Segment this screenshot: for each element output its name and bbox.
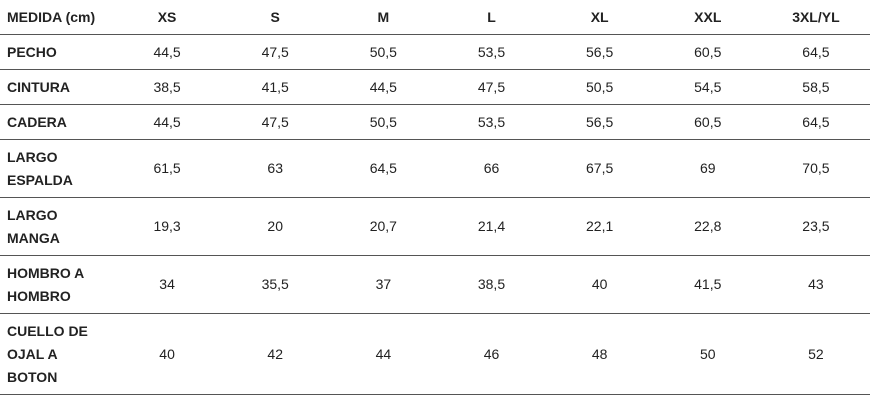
measure-cell: 64,5 bbox=[761, 104, 870, 140]
measure-cell: 43 bbox=[761, 255, 870, 314]
measure-cell: 53,5 bbox=[437, 34, 546, 70]
measure-cell: 58,5 bbox=[761, 69, 870, 105]
size-header: 3XL/YL bbox=[792, 8, 840, 25]
measure-cell: 50 bbox=[653, 313, 762, 395]
measure-cell: 44,5 bbox=[113, 34, 222, 70]
measure-cell: 53,5 bbox=[437, 104, 546, 140]
row-label: LARGO ESPALDA bbox=[0, 139, 113, 198]
measure-cell: 54,5 bbox=[653, 69, 762, 105]
measure-cell: 40 bbox=[113, 313, 222, 395]
measure-cell: 64,5 bbox=[329, 139, 438, 198]
measure-cell: 66 bbox=[437, 139, 546, 198]
measure-cell: 50,5 bbox=[545, 69, 654, 105]
measure-cell: 21,4 bbox=[437, 197, 546, 256]
measure-cell: 44,5 bbox=[329, 69, 438, 105]
measure-cell: 37 bbox=[329, 255, 438, 314]
measure-cell: 69 bbox=[653, 139, 762, 198]
row-label: CUELLO DE OJAL A BOTON bbox=[0, 313, 113, 395]
measure-cell: 47,5 bbox=[221, 104, 330, 140]
table-body: PECHO 44,5 47,5 50,5 53,5 56,5 60,5 64,5 CINTURA… bbox=[0, 34, 870, 395]
size-table: MEDIDA (cm) XS S M L XL XXL 3XL/YL PECHO 44,5 47,… bbox=[0, 0, 870, 395]
measure-cell: 22,8 bbox=[653, 197, 762, 256]
measure-cell: 52 bbox=[761, 313, 870, 395]
table-row: PECHO 44,5 47,5 50,5 53,5 56,5 60,5 64,5 bbox=[0, 34, 870, 70]
measure-cell: 50,5 bbox=[329, 104, 438, 140]
header-label: MEDIDA (cm) bbox=[7, 8, 96, 25]
measure-cell: 42 bbox=[221, 313, 330, 395]
measure-cell: 20,7 bbox=[329, 197, 438, 256]
size-header: XL bbox=[590, 8, 609, 25]
size-header: XS bbox=[157, 8, 177, 25]
table-row: LARGO MANGA 19,3 20 20,7 21,4 22,1 22,8 23,5 bbox=[0, 197, 870, 256]
row-label: LARGO MANGA bbox=[0, 197, 113, 256]
size-header: M bbox=[377, 8, 390, 25]
measure-cell: 41,5 bbox=[221, 69, 330, 105]
measure-cell: 70,5 bbox=[761, 139, 870, 198]
measure-cell: 67,5 bbox=[545, 139, 654, 198]
size-header: XXL bbox=[694, 8, 722, 25]
row-label: CADERA bbox=[0, 104, 113, 140]
measure-cell: 34 bbox=[113, 255, 222, 314]
measure-cell: 44,5 bbox=[113, 104, 222, 140]
row-label: PECHO bbox=[0, 34, 113, 70]
measure-cell: 60,5 bbox=[653, 34, 762, 70]
table-row: CADERA 44,5 47,5 50,5 53,5 56,5 60,5 64,5 bbox=[0, 104, 870, 140]
measure-cell: 20 bbox=[221, 197, 330, 256]
measure-cell: 22,1 bbox=[545, 197, 654, 256]
header-row: MEDIDA (cm) XS S M L XL XXL 3XL/YL bbox=[0, 0, 870, 35]
table-row: HOMBRO A HOMBRO 34 35,5 37 38,5 40 41,5 43 bbox=[0, 255, 870, 314]
measure-cell: 61,5 bbox=[113, 139, 222, 198]
measure-cell: 60,5 bbox=[653, 104, 762, 140]
measure-cell: 41,5 bbox=[653, 255, 762, 314]
measure-cell: 38,5 bbox=[113, 69, 222, 105]
measure-cell: 56,5 bbox=[545, 34, 654, 70]
table-row: LARGO ESPALDA 61,5 63 64,5 66 67,5 69 70,5 bbox=[0, 139, 870, 198]
measure-cell: 56,5 bbox=[545, 104, 654, 140]
measure-cell: 64,5 bbox=[761, 34, 870, 70]
measure-cell: 19,3 bbox=[113, 197, 222, 256]
measure-cell: 38,5 bbox=[437, 255, 546, 314]
measure-cell: 44 bbox=[329, 313, 438, 395]
row-label: CINTURA bbox=[0, 69, 113, 105]
table-row: CUELLO DE OJAL A BOTON 40 42 44 46 48 50 52 bbox=[0, 313, 870, 395]
measure-cell: 48 bbox=[545, 313, 654, 395]
measure-cell: 46 bbox=[437, 313, 546, 395]
measure-cell: 35,5 bbox=[221, 255, 330, 314]
measure-cell: 40 bbox=[545, 255, 654, 314]
measure-cell: 50,5 bbox=[329, 34, 438, 70]
size-header: S bbox=[270, 8, 280, 25]
measure-cell: 47,5 bbox=[437, 69, 546, 105]
size-header: L bbox=[487, 8, 496, 25]
measure-cell: 47,5 bbox=[221, 34, 330, 70]
table-row: CINTURA 38,5 41,5 44,5 47,5 50,5 54,5 58,5 bbox=[0, 69, 870, 105]
row-label: HOMBRO A HOMBRO bbox=[0, 255, 113, 314]
measure-cell: 23,5 bbox=[761, 197, 870, 256]
measure-cell: 63 bbox=[221, 139, 330, 198]
